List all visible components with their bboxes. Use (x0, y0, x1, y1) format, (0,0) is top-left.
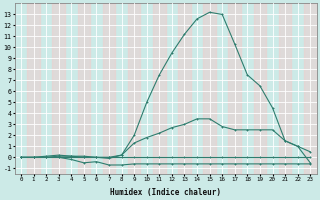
Bar (52, 3, 65, 174)
Bar (128, 3, 140, 174)
Bar (103, 3, 115, 174)
Bar (254, 3, 266, 174)
Bar (279, 3, 292, 174)
Bar (27, 3, 40, 174)
Bar (77, 3, 90, 174)
Bar (228, 3, 241, 174)
Bar (203, 3, 216, 174)
Bar (178, 3, 191, 174)
Bar (153, 3, 165, 174)
Bar (304, 3, 316, 174)
X-axis label: Humidex (Indice chaleur): Humidex (Indice chaleur) (110, 188, 221, 197)
